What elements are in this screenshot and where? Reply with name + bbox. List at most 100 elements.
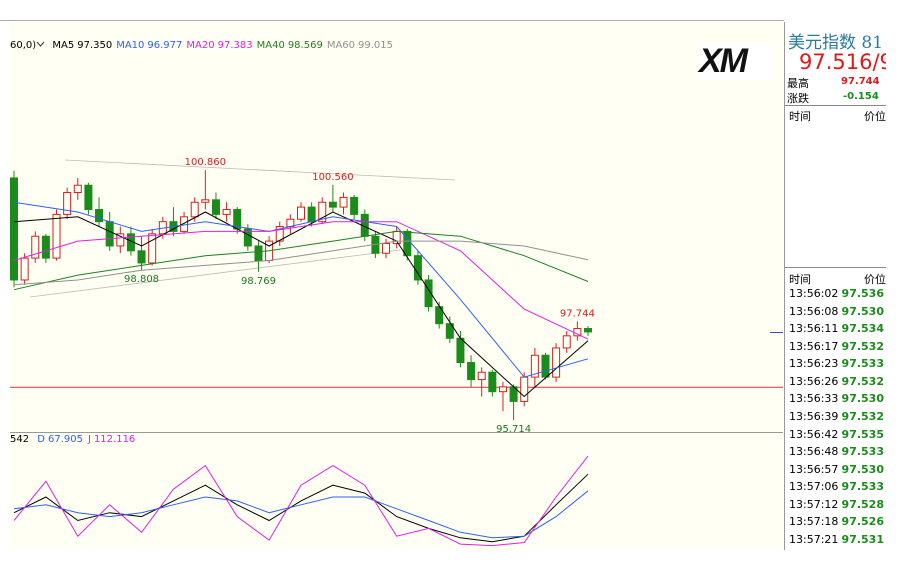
candle-body (286, 218, 295, 228)
tick-row: 13:56:11 97.534 (789, 322, 886, 339)
tick-row: 13:57:21 97.531 (789, 533, 886, 550)
tick-row: 13:56:33 97.530 (789, 392, 886, 409)
candle-body (95, 209, 104, 223)
change-value: -0.154 (843, 91, 879, 102)
candle-body (552, 347, 561, 378)
candle-body (403, 230, 412, 257)
indicator-prefix: 60,0) (10, 40, 37, 51)
tick-row: 13:57:18 97.526 (789, 515, 886, 532)
candle-body (488, 371, 497, 393)
tick-time: 13:57:18 (789, 515, 839, 529)
plot: 100.860 98.808 98.769 100.560 95.714 97.744 (10, 157, 783, 547)
tick-time: 13:57:06 (789, 480, 839, 494)
tick-time: 13:57:12 (789, 497, 839, 511)
candle-body (31, 235, 40, 259)
tick-row: 13:57:12 97.528 (789, 498, 886, 515)
trend-line (29, 249, 401, 298)
tick-time: 13:56:23 (789, 357, 839, 371)
candle-body (467, 362, 476, 381)
quote-panel: 美元指数 81 97.516/9 最高 97.744 涨跌 -0.154 时间 … (784, 22, 886, 550)
tick-price: 97.530 (841, 462, 884, 476)
candle-body (243, 228, 252, 247)
logo-box: XM (697, 42, 771, 80)
price-annotation: 98.808 (124, 274, 159, 285)
high-label: 最高 (787, 77, 809, 90)
tick-price: 97.534 (841, 322, 884, 336)
candle-body (477, 371, 486, 381)
tick-price: 97.533 (841, 357, 884, 371)
legend-name: D (37, 434, 45, 445)
price-annotation: 100.560 (312, 172, 353, 183)
price-annotation: 95.714 (496, 424, 531, 435)
candle-body (105, 221, 114, 247)
tick-row: 13:56:17 97.532 (789, 340, 886, 357)
candle-body (222, 209, 231, 215)
trend-line (64, 159, 456, 181)
candle-body (318, 201, 327, 223)
candle-body (307, 206, 316, 223)
candle-body (328, 201, 337, 208)
tick-time: 13:56:33 (789, 392, 839, 406)
candle-body (201, 199, 210, 203)
candle-body (275, 226, 284, 242)
change-label: 涨跌 (787, 92, 809, 105)
tick-time: 13:56:48 (789, 445, 839, 459)
candle-body (73, 184, 82, 194)
logo: XM (699, 42, 748, 80)
price-annotation: 100.860 (185, 157, 226, 168)
quote-price: 97.516/9 (799, 50, 886, 74)
candle-body (52, 213, 61, 259)
kdj-prefix: 542 (10, 434, 30, 445)
col-header: 时间 (789, 273, 811, 286)
chart-background (10, 22, 783, 550)
candle-body (562, 335, 571, 349)
price-annotation: 98.769 (241, 276, 276, 287)
tick-time: 13:56:17 (789, 339, 839, 353)
tick-row: 13:56:26 97.532 (789, 375, 886, 392)
separator (785, 267, 886, 268)
candle-body (530, 354, 539, 378)
tick-time: 13:56:08 (789, 304, 839, 318)
tick-row: 13:56:23 97.533 (789, 357, 886, 374)
candle-body (20, 257, 29, 281)
candle-body (339, 196, 348, 208)
kdj-line (13, 455, 589, 547)
tick-time: 13:57:21 (789, 533, 839, 546)
tick-row: 13:56:02 97.536 (789, 287, 886, 304)
tick-price: 97.528 (841, 497, 884, 511)
col-header: 时间 (789, 110, 811, 123)
tick-time: 13:56:11 (789, 322, 839, 336)
legend-value: 96.977 (147, 40, 183, 51)
legend-value: 67.905 (47, 434, 83, 445)
candle-body (63, 192, 72, 215)
candle-body (382, 243, 391, 254)
legend-name: MA40 (256, 40, 285, 51)
candle-body (456, 337, 465, 364)
price-annotation: 97.744 (560, 309, 595, 320)
legend-name: MA10 (116, 40, 145, 51)
legend-name: MA20 (186, 40, 215, 51)
legend-value: 97.383 (217, 40, 253, 51)
ma-line (13, 230, 589, 291)
tick-price: 97.536 (841, 287, 884, 300)
tick-time: 13:56:42 (789, 427, 839, 441)
candle-body (297, 206, 305, 220)
kdj-legend: 542 D 67.905 J 112.116 (10, 434, 135, 445)
legend-name: J (87, 434, 91, 445)
candle-body (584, 328, 592, 333)
tick-time: 13:56:26 (789, 374, 839, 388)
quote-title: 美元指数 81 (788, 33, 884, 53)
col-header: 价位 (864, 110, 886, 123)
candle-body (498, 386, 507, 393)
candle-body (148, 233, 157, 264)
legend-value: 98.569 (287, 40, 323, 51)
candle-body (116, 233, 125, 247)
col-header: 价位 (864, 273, 886, 286)
candle-body (424, 279, 433, 308)
tick-price: 97.526 (841, 515, 884, 529)
tick-row: 13:56:08 97.530 (789, 305, 886, 322)
candle-body (190, 201, 199, 218)
candle-body (84, 184, 93, 211)
legend-value: 99.015 (358, 40, 394, 51)
tick-price: 97.531 (841, 533, 884, 546)
